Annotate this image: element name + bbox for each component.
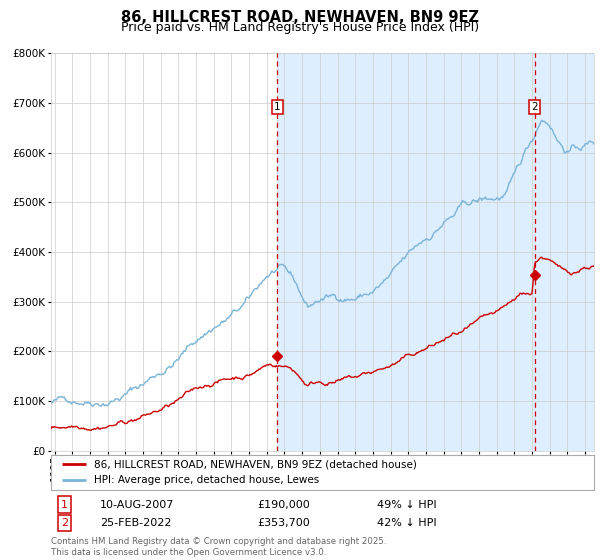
Text: 49% ↓ HPI: 49% ↓ HPI (377, 500, 436, 510)
Bar (277, 53, 594, 451)
Text: 2: 2 (532, 102, 538, 112)
Text: 1: 1 (274, 102, 281, 112)
Text: 42% ↓ HPI: 42% ↓ HPI (377, 519, 436, 529)
Text: 25-FEB-2022: 25-FEB-2022 (100, 519, 172, 529)
Text: £190,000: £190,000 (257, 500, 310, 510)
Text: 86, HILLCREST ROAD, NEWHAVEN, BN9 9EZ: 86, HILLCREST ROAD, NEWHAVEN, BN9 9EZ (121, 10, 479, 25)
Text: 2: 2 (61, 519, 68, 529)
Text: Price paid vs. HM Land Registry's House Price Index (HPI): Price paid vs. HM Land Registry's House … (121, 21, 479, 34)
Text: £353,700: £353,700 (257, 519, 310, 529)
Text: Contains HM Land Registry data © Crown copyright and database right 2025.
This d: Contains HM Land Registry data © Crown c… (51, 537, 386, 557)
Text: HPI: Average price, detached house, Lewes: HPI: Average price, detached house, Lewe… (94, 475, 320, 486)
Text: 1: 1 (61, 500, 68, 510)
Text: 10-AUG-2007: 10-AUG-2007 (100, 500, 174, 510)
Text: 86, HILLCREST ROAD, NEWHAVEN, BN9 9EZ (detached house): 86, HILLCREST ROAD, NEWHAVEN, BN9 9EZ (d… (94, 459, 418, 469)
